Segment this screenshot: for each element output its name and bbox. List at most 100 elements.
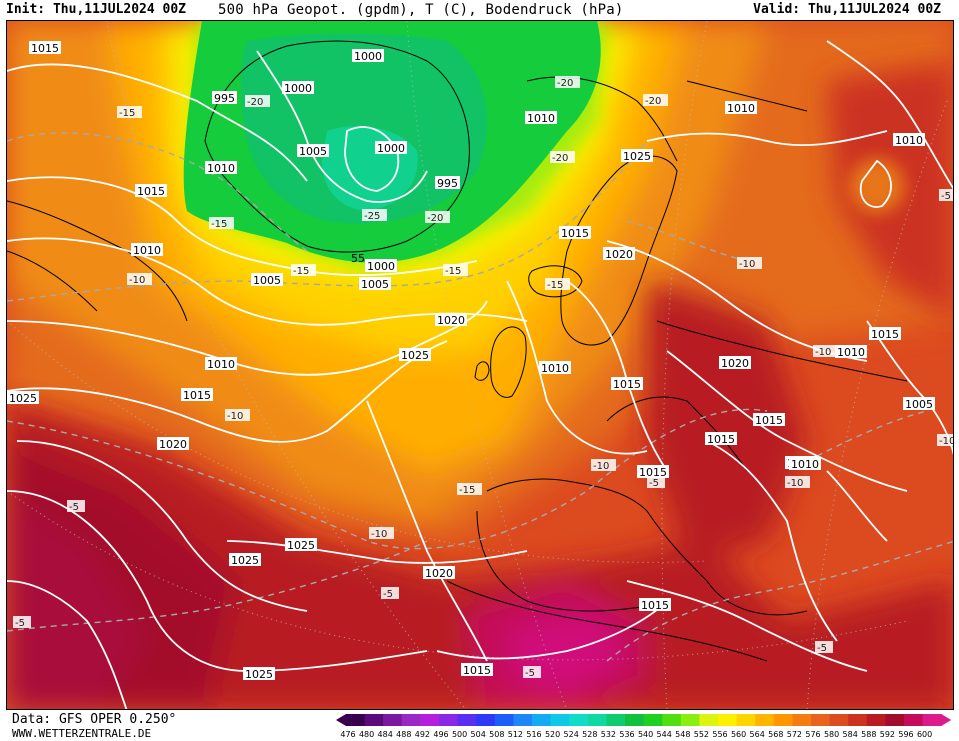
isobar-label: 1020 xyxy=(157,437,189,451)
isobar-label: 1015 xyxy=(869,327,901,341)
legend-color-cell xyxy=(792,714,812,726)
legend-color-cell xyxy=(532,714,552,726)
legend-color-cell xyxy=(866,714,886,726)
legend-tick-label: 596 xyxy=(898,730,914,739)
isobar-label-text: 1010 xyxy=(133,244,161,257)
temperature-label-background xyxy=(647,476,665,488)
temperature-label-text: -15 xyxy=(211,219,227,230)
temperature-label-background xyxy=(737,257,762,269)
isobar-label-text: 1020 xyxy=(425,567,453,580)
legend-color-cell xyxy=(606,714,626,726)
isobar-label-text: 1000 xyxy=(377,142,405,155)
temperature-label-text: -5 xyxy=(15,618,25,629)
temperature-label: -20 xyxy=(555,76,580,89)
temperature-label-background xyxy=(555,76,580,88)
isobar-label: 1025 xyxy=(399,348,431,362)
isobar-label-text: 1010 xyxy=(541,362,569,375)
isobar-label-background xyxy=(135,184,167,197)
temperature-label-text: -15 xyxy=(459,485,475,496)
legend-color-cell xyxy=(494,714,514,726)
legend-tick-label: 588 xyxy=(861,730,877,739)
isobar-label-background xyxy=(835,345,867,358)
legend-color-cell xyxy=(755,714,775,726)
temperature-label-text: -10 xyxy=(227,411,243,422)
isobar-label-background xyxy=(435,313,467,326)
legend-color-cell xyxy=(346,714,366,726)
legend-color-cell xyxy=(736,714,756,726)
isobar-label: 1015 xyxy=(461,663,493,677)
legend-tick-label: 556 xyxy=(712,730,728,739)
isobar-label-text: 1010 xyxy=(727,102,755,115)
legend-tick-label: 544 xyxy=(656,730,672,739)
legend-tick-label: 504 xyxy=(470,730,486,739)
isobar-label-text: 1005 xyxy=(905,398,933,411)
legend-tick-label: 484 xyxy=(377,730,393,739)
temperature-label-text: -10 xyxy=(371,529,387,540)
isobar-label-background xyxy=(181,388,213,401)
temperature-label: -5 xyxy=(815,641,833,654)
map-canvas: 1015 995 1000 1000 1010 1015 1005 1000 995 1010 10… xyxy=(7,21,953,709)
isobar-label: 1010 xyxy=(131,243,163,257)
isobar-label-text: 1025 xyxy=(9,392,37,405)
temperature-label-text: -20 xyxy=(427,213,443,224)
legend-color-cell xyxy=(680,714,700,726)
legend-tick-label: 528 xyxy=(582,730,598,739)
isobar-label-text: 1005 xyxy=(361,278,389,291)
temperature-label-background xyxy=(369,527,394,539)
isobar-label: 995 xyxy=(435,176,460,190)
isobar-label-text: 1000 xyxy=(284,82,312,95)
isobar-label-text: 1025 xyxy=(231,554,259,567)
temperature-label: -10 xyxy=(127,273,152,286)
legend-color-cell xyxy=(420,714,440,726)
isobar-label-background xyxy=(789,457,821,470)
isobar-label-background xyxy=(719,356,751,369)
legend-tick-label: 488 xyxy=(396,730,412,739)
temperature-label-text: -10 xyxy=(739,259,755,270)
isobar-label-background xyxy=(893,133,925,146)
isobar-label-text: 1015 xyxy=(871,328,899,341)
isobar-label-background xyxy=(399,348,431,361)
temperature-label-text: -10 xyxy=(593,461,609,472)
isobar-label: 1000 xyxy=(352,49,384,63)
isobar-label-text: 1000 xyxy=(367,260,395,273)
isobar-label-background xyxy=(705,432,737,445)
isobar-label: 1010 xyxy=(205,161,237,175)
isobar-label: 1000 xyxy=(282,81,314,95)
legend-color-cell xyxy=(922,714,942,726)
legend-tick-label: 552 xyxy=(693,730,710,739)
isobar-label: 1020 xyxy=(435,313,467,327)
isobar-label-background xyxy=(603,247,635,260)
isobar-label-text: 1015 xyxy=(137,185,165,198)
temperature-label-background xyxy=(117,106,142,118)
isobar-label-text: 1015 xyxy=(707,433,735,446)
legend-color-cell xyxy=(662,714,682,726)
isobar-label: 995 xyxy=(212,91,237,105)
legend-tick-label: 480 xyxy=(358,730,375,739)
isobar-label-background xyxy=(725,101,757,114)
isobar-label-background xyxy=(637,465,669,478)
website-label: WWW.WETTERZENTRALE.DE xyxy=(12,727,152,740)
isobar-label-background xyxy=(212,91,237,104)
map-header: Init: Thu,11JUL2024 00Z 500 hPa Geopot. … xyxy=(0,0,959,20)
isobar-label-background xyxy=(352,49,384,62)
temperature-label: -15 xyxy=(457,483,482,496)
isobar-label: 1015 xyxy=(559,226,591,240)
isobar-label-background xyxy=(365,259,397,272)
isobar-label-text: 1020 xyxy=(437,314,465,327)
isobar-label-text: 1010 xyxy=(837,346,865,359)
temperature-label: -10 xyxy=(591,459,616,472)
isobar-label-text: 1015 xyxy=(31,42,59,55)
temperature-label-text: -5 xyxy=(817,643,827,654)
isobar-label-background xyxy=(539,361,571,374)
isobar-label: 1005 xyxy=(359,277,391,291)
temperature-label-background xyxy=(209,217,234,229)
data-source-label: Data: GFS OPER 0.250° xyxy=(12,712,177,727)
map-title: 500 hPa Geopot. (gpdm), T (C), Bodendruc… xyxy=(218,2,624,18)
temperature-label-background xyxy=(443,264,468,276)
isobar-label: 1010 xyxy=(725,101,757,115)
legend-tick-label: 500 xyxy=(451,730,468,739)
temperature-label-background xyxy=(67,500,85,512)
legend-color-cell xyxy=(383,714,403,726)
isobar-label-text: 1010 xyxy=(527,112,555,125)
